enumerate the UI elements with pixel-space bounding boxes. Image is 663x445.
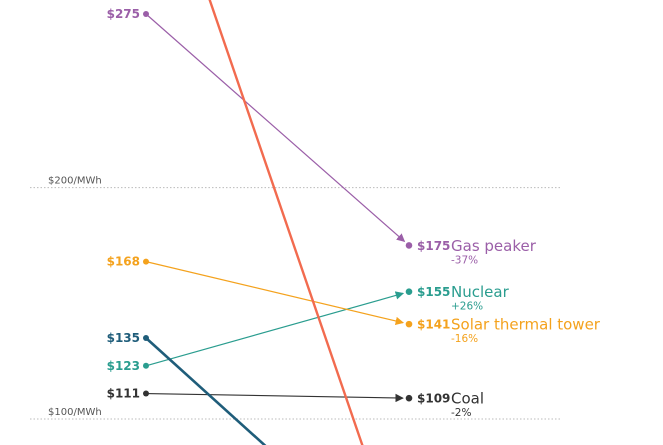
grid: $200/MWh $100/MWh [30,176,560,420]
gas-peaker-start-dot [143,11,149,17]
series-labels: $275 $175 Gas peaker-37% $123 $155 Nuclear+26… [107,7,601,419]
coal-end-label: $109 [417,392,450,406]
coal-start-label: $111 [107,387,140,401]
coal-line [145,392,404,403]
series-4-start-label: $135 [107,331,140,345]
series-lines [143,0,413,445]
solar-thermal-tower-start-dot [143,258,149,265]
gas-peaker-start-label: $275 [107,7,140,21]
solar-thermal-tower-end-dot [405,320,413,328]
series-4-start-dot [143,335,149,341]
nuclear-end-dot [405,288,413,296]
nuclear-change: +26% [451,301,483,313]
gas-peaker-name: Gas peaker [451,237,537,255]
nuclear-end-label: $155 [417,285,450,299]
series-4-line [145,337,267,445]
coal-name: Coal [451,390,484,408]
solar-thermal-tower-name: Solar thermal tower [451,316,601,334]
gridline-label-200: $200/MWh [48,176,102,187]
gas-peaker-change: -37% [451,254,478,266]
coal-start-dot [143,390,149,397]
coal-end-dot [405,394,413,402]
nuclear-start-label: $123 [107,359,140,373]
gas-peaker-line [145,13,406,243]
gas-peaker-end-label: $175 [417,239,450,253]
series-5-line [208,0,364,445]
coal-change: -2% [451,407,471,419]
nuclear-name: Nuclear [451,283,510,301]
nuclear-line [145,291,405,367]
solar-thermal-tower-start-label: $168 [107,255,140,269]
solar-thermal-tower-change: -16% [451,333,478,345]
solar-thermal-tower-line [145,261,404,326]
gridline-label-100: $100/MWh [48,407,102,418]
gas-peaker-end-dot [405,242,413,249]
solar-thermal-tower-end-label: $141 [417,318,450,332]
nuclear-start-dot [143,362,149,369]
